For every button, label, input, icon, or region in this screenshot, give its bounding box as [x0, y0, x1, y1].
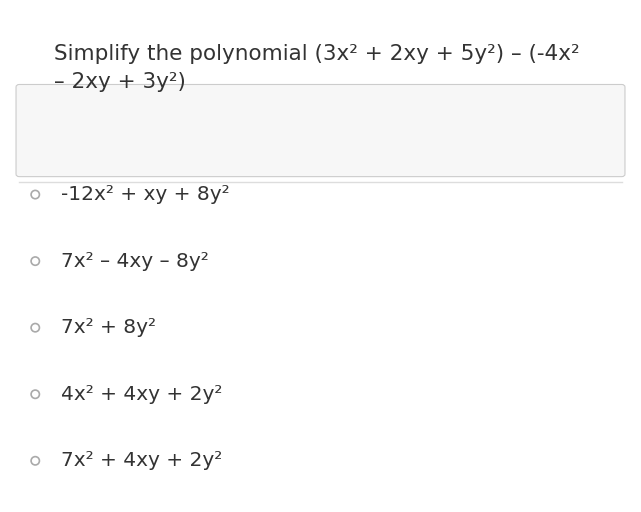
Text: – 2xy + 3y²): – 2xy + 3y²) [54, 72, 187, 92]
Text: -12x² + xy + 8y²: -12x² + xy + 8y² [61, 185, 229, 204]
Text: 4x² + 4xy + 2y²: 4x² + 4xy + 2y² [61, 385, 222, 404]
FancyBboxPatch shape [16, 84, 625, 177]
Text: 7x² + 8y²: 7x² + 8y² [61, 318, 156, 337]
Text: 7x² + 4xy + 2y²: 7x² + 4xy + 2y² [61, 451, 222, 471]
Text: Simplify the polynomial (3x² + 2xy + 5y²) – (-4x²: Simplify the polynomial (3x² + 2xy + 5y²… [54, 44, 580, 64]
Text: 7x² – 4xy – 8y²: 7x² – 4xy – 8y² [61, 251, 208, 271]
